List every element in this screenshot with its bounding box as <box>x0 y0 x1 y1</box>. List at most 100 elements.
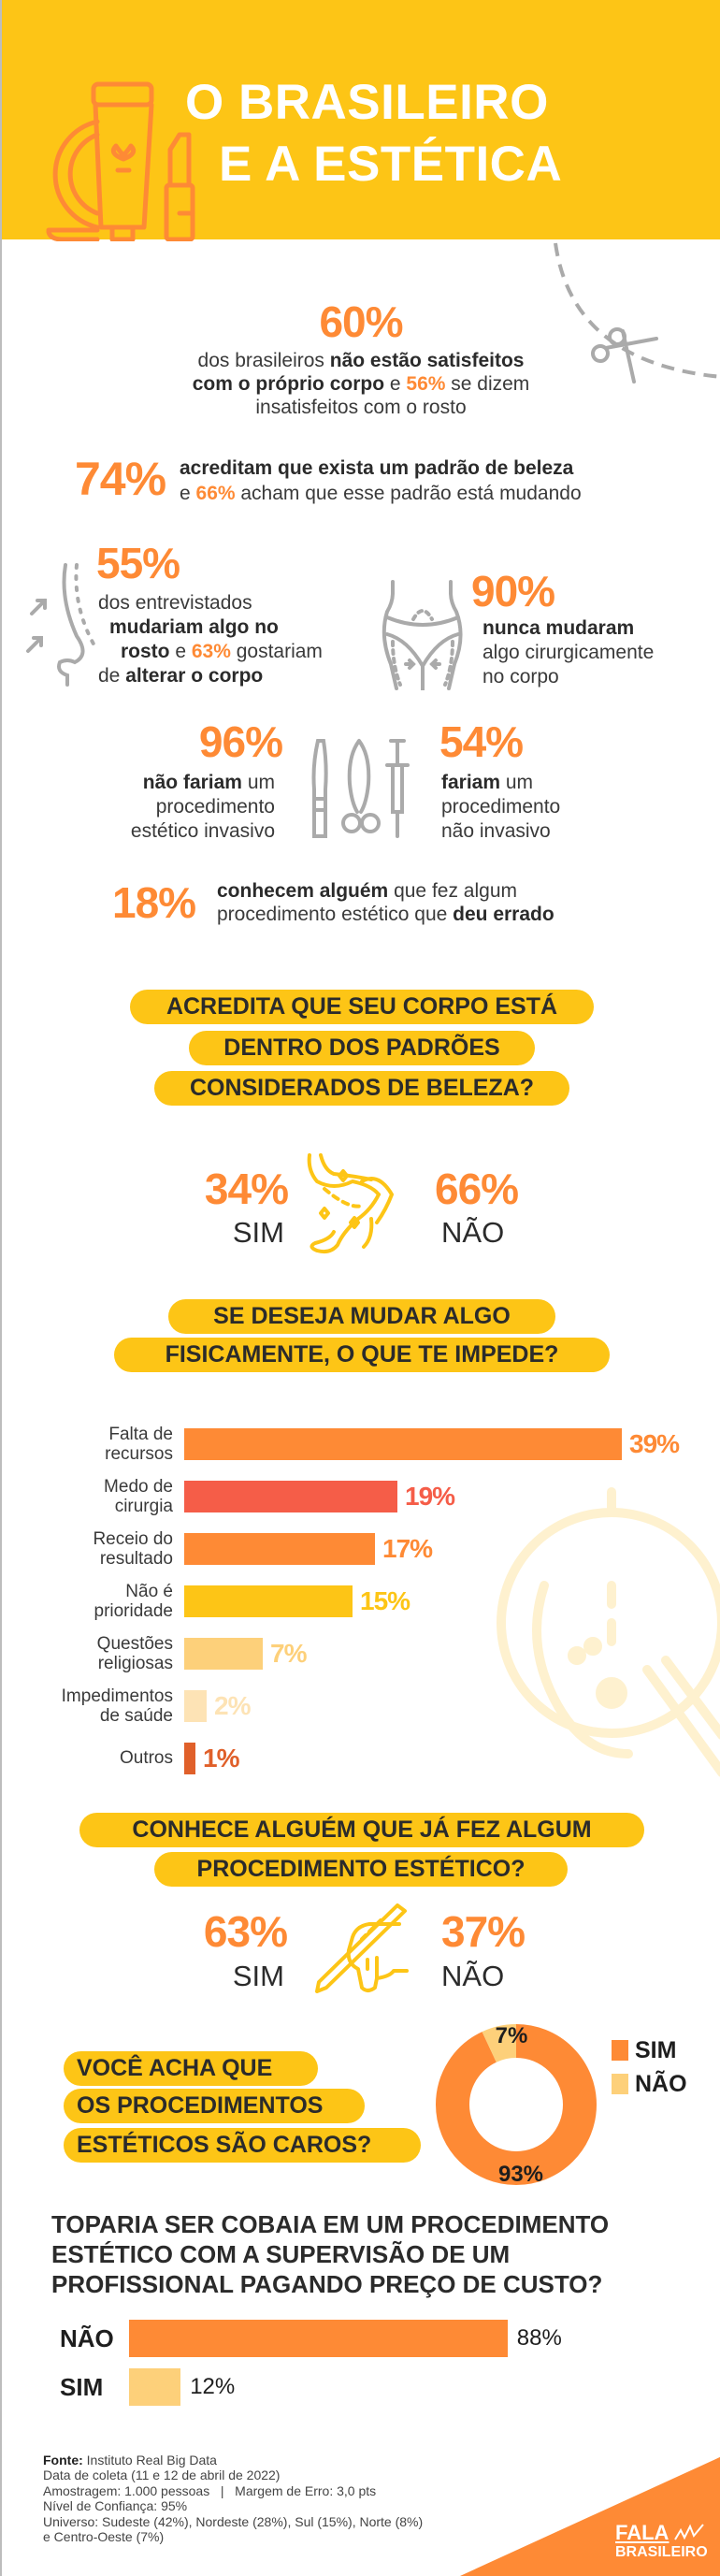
stat-54-value: 54% <box>439 717 524 766</box>
q3-no-label: NÃO <box>441 1960 505 1992</box>
text-line: mudariam algo no <box>98 615 323 640</box>
text-line: nunca mudaram <box>482 616 654 641</box>
stat-96-text: não fariam um procedimento estético invasi… <box>2 771 275 844</box>
text-line: com o próprio corpo e 56% se dizem <box>2 372 720 396</box>
bar-value-label: 2% <box>214 1691 251 1720</box>
text-line: não invasivo <box>441 819 560 844</box>
text: no corpo <box>482 666 559 687</box>
text-line: dos entrevistados <box>98 591 323 615</box>
bold-text: nunca mudaram <box>482 617 635 639</box>
bold-text: conhecem alguém <box>217 880 389 902</box>
text-line: conhecem alguém que fez algum <box>217 879 554 903</box>
text: procedimento <box>155 796 275 818</box>
question-1-line: ACREDITA QUE SEU CORPO ESTÁ <box>130 990 594 1024</box>
stat-74-text: acreditam que exista um padrão de beleza… <box>180 456 582 506</box>
text: de <box>98 665 126 687</box>
footer-line: Nível de Confiança: 95% <box>43 2498 188 2514</box>
question-3-line: PROCEDIMENTO ESTÉTICO? <box>154 1852 568 1887</box>
bold-text: não estão satisfeitos <box>329 350 525 371</box>
footer-line: Universo: Sudeste (42%), Nordeste (28%),… <box>43 2513 424 2529</box>
q3-no-value: 37% <box>441 1907 526 1956</box>
stat-60-text: dos brasileiros não estão satisfeitos com… <box>2 349 720 419</box>
bar-value-label: 39% <box>629 1429 680 1458</box>
text: dos brasileiros <box>197 350 330 371</box>
q3-yes-value: 63% <box>203 1907 288 1956</box>
text: procedimento <box>441 796 561 818</box>
question-1-line: CONSIDERADOS DE BELEZA? <box>154 1071 569 1106</box>
bar <box>184 1428 622 1460</box>
legend-label-sim: SIM <box>635 2037 677 2063</box>
bold-text: deu errado <box>453 904 554 925</box>
header-banner: O BRASILEIRO E A ESTÉTICA <box>2 0 720 241</box>
text: algo cirurgicamente <box>482 642 655 663</box>
title-line-1: O BRASILEIRO <box>185 75 549 130</box>
q1-yes-value: 34% <box>204 1165 289 1213</box>
question-5-line: ESTÉTICO COM A SUPERVISÃO DE UM <box>51 2240 511 2268</box>
bold-text: não fariam <box>142 772 242 793</box>
stat-18-value: 18% <box>112 878 196 927</box>
stat-18-text: conhecem alguém que fez algum procediment… <box>217 879 554 926</box>
text: gostariam <box>230 641 323 662</box>
logo-wave-icon <box>674 2524 704 2540</box>
question-5-line: PROFISSIONAL PAGANDO PREÇO DE CUSTO? <box>51 2270 603 2298</box>
stat-74-value: 74% <box>75 453 166 505</box>
text: e <box>169 641 192 662</box>
stat-90-value: 90% <box>471 567 555 615</box>
text: não invasivo <box>441 820 551 842</box>
stat-96-value: 96% <box>198 717 283 766</box>
scissors-icon <box>554 242 720 384</box>
stat-60-value: 60% <box>319 297 403 346</box>
footer-line: e Centro-Oeste (7%) <box>43 2529 165 2545</box>
bar <box>184 1533 375 1565</box>
bar-category-label: Não é prioridade <box>94 1582 174 1621</box>
footer-source-label: Fonte: <box>43 2453 83 2467</box>
question-4-line: VOCÊ ACHA QUE <box>64 2051 318 2086</box>
question-1-line: DENTRO DOS PADRÕES <box>189 1031 535 1065</box>
logo-line-2: BRASILEIRO <box>615 2544 708 2560</box>
text-line: fariam um <box>441 771 560 795</box>
text-line: algo cirurgicamente <box>482 641 654 665</box>
nose-icon <box>26 563 97 687</box>
text: e <box>384 373 407 395</box>
q1-no-value: 66% <box>435 1165 519 1213</box>
footer-source: Fonte: Instituto Real Big Data <box>43 2453 423 2467</box>
text: dos entrevistados <box>98 592 252 614</box>
legend-swatch-sim <box>612 2040 628 2061</box>
footer-notes: Fonte: Instituto Real Big Data Data de c… <box>43 2453 423 2544</box>
bar <box>184 1743 195 1774</box>
question-5-line: TOPARIA SER COBAIA EM UM PROCEDIMENTO <box>51 2210 610 2238</box>
text-line: insatisfeitos com o rosto <box>2 396 720 419</box>
q1-yes-label: SIM <box>232 1216 284 1249</box>
footer-source-name: Instituto Real Big Data <box>82 2453 217 2467</box>
legs-icon <box>307 1153 394 1254</box>
hand-scalpel-icon <box>315 1903 409 1993</box>
surgical-tools-icon <box>311 739 410 838</box>
question-4-line: OS PROCEDIMENTOS <box>64 2089 365 2123</box>
text-line: acreditam que exista um padrão de beleza <box>180 456 582 481</box>
legend-swatch-nao <box>612 2074 628 2094</box>
expensive-donut-chart: 93% 7% <box>436 2023 597 2187</box>
text: procedimento estético que <box>217 904 454 925</box>
bold-text: fariam <box>441 772 501 793</box>
text: e <box>180 483 196 504</box>
donut-value-label: 7% <box>496 2023 528 2048</box>
text-line: e 66% acham que esse padrão está mudando <box>180 481 582 506</box>
question-4-line: ESTÉTICOS SÃO CAROS? <box>64 2128 421 2163</box>
text: insatisfeitos com o rosto <box>255 397 467 418</box>
bold-text: rosto <box>121 641 170 662</box>
title-line-2: E A ESTÉTICA <box>219 137 563 192</box>
text-line: procedimento <box>2 795 275 819</box>
question-2-line: FISICAMENTE, O QUE TE IMPEDE? <box>114 1338 610 1372</box>
text: que fez algum <box>388 880 517 902</box>
body-icon <box>382 580 463 690</box>
bar <box>129 2368 181 2406</box>
bold-text: com o próprio corpo <box>192 373 385 395</box>
bar-value-label: 15% <box>360 1586 410 1615</box>
footer-line: Data de coleta (11 e 12 de abril de 2022… <box>43 2467 281 2483</box>
text-line: estético invasivo <box>2 819 275 844</box>
text-line: procedimento estético que deu errado <box>217 903 554 926</box>
donut-slice-0 <box>436 2024 597 2185</box>
stat-55-value: 55% <box>96 539 180 587</box>
text-line: de alterar o corpo <box>98 664 323 688</box>
bar-category-label: NÃO <box>60 2324 114 2352</box>
